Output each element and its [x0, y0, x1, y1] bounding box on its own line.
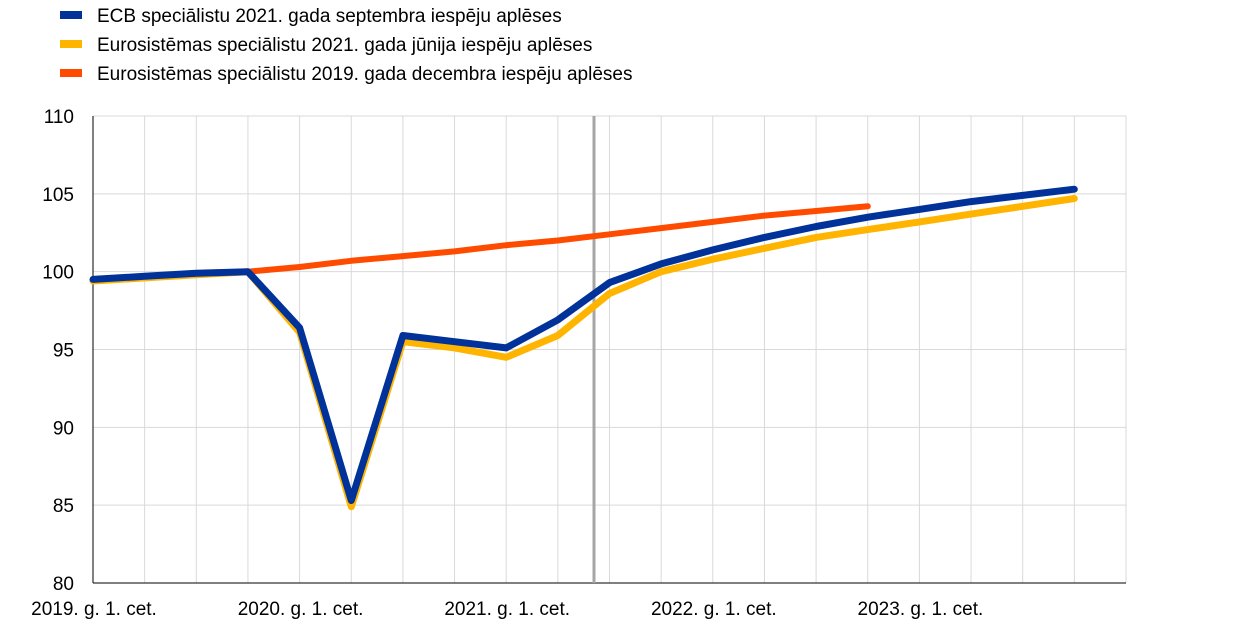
x-tick-label: 2019. g. 1. cet. — [31, 599, 157, 620]
x-tick-label: 2023. g. 1. cet. — [858, 599, 984, 620]
x-tick-label: 2020. g. 1. cet. — [238, 599, 364, 620]
x-tick-label: 2022. g. 1. cet. — [651, 599, 777, 620]
y-tick-label: 80 — [53, 574, 74, 595]
y-tick-label: 90 — [53, 418, 74, 439]
x-tick-labels: 2019. g. 1. cet. 2020. g. 1. cet. 2021. g.… — [31, 599, 983, 620]
legend-swatch — [60, 40, 82, 48]
y-tick-label: 110 — [44, 107, 74, 128]
legend-label: ECB speciālistu 2021. gada septembra ies… — [97, 6, 562, 27]
axes — [92, 116, 1126, 584]
legend-label: Eurosistēmas speciālistu 2021. gada jūni… — [97, 35, 592, 56]
y-tick-label: 95 — [53, 341, 74, 362]
y-tick-label: 105 — [42, 185, 74, 206]
y-tick-labels: 80 85 90 95 100 105 110 — [42, 107, 74, 595]
series-line — [89, 195, 1078, 511]
y-tick-label: 85 — [53, 496, 74, 517]
x-tick-label: 2021. g. 1. cet. — [444, 599, 570, 620]
legend-swatch — [60, 11, 82, 19]
y-tick-label: 100 — [42, 263, 74, 284]
legend-label: Eurosistēmas speciālistu 2019. gada dece… — [97, 64, 632, 85]
gridlines — [92, 115, 1127, 584]
series-line — [89, 185, 1078, 504]
series-lines — [89, 185, 1078, 511]
legend: ECB speciālistu 2021. gada septembra ies… — [60, 6, 632, 85]
legend-swatch — [60, 69, 82, 77]
